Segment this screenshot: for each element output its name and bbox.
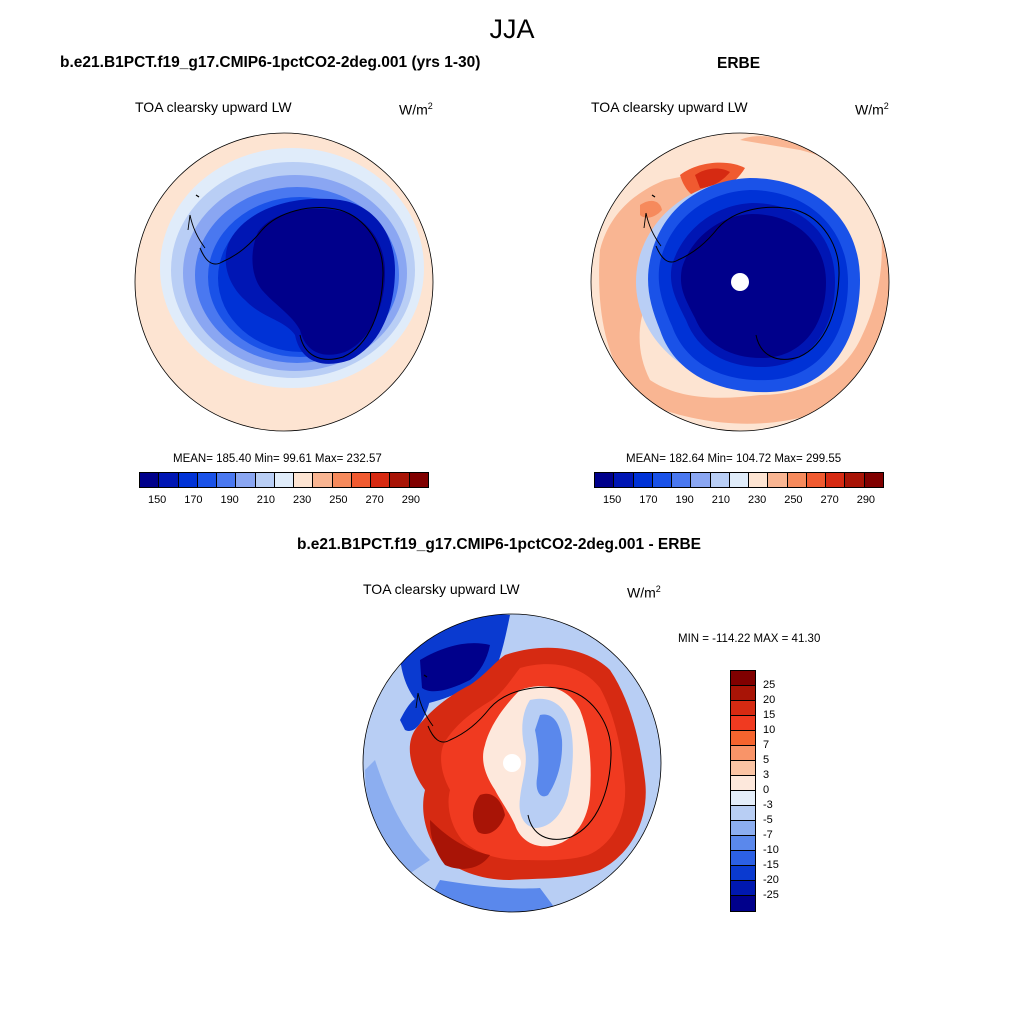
colorbar-tick-label: -15 — [763, 859, 779, 871]
colorbar-tick-label: 150 — [602, 494, 622, 506]
panel-model-colorbar — [139, 472, 429, 488]
colorbar-tick-label: -25 — [763, 889, 779, 901]
colorbar-cell — [217, 473, 237, 487]
colorbar-tick-label: 0 — [763, 784, 770, 796]
colorbar-tick-label: 170 — [184, 494, 203, 506]
colorbar-tick-label: 250 — [329, 494, 348, 506]
colorbar-cell — [768, 473, 788, 487]
colorbar-cell — [787, 473, 807, 487]
colorbar-cell — [731, 731, 755, 746]
colorbar-cell — [731, 791, 755, 806]
colorbar-cell — [731, 881, 755, 896]
colorbar-cell — [390, 473, 410, 487]
colorbar-cell — [731, 806, 755, 821]
panel-model-stats: MEAN= 185.40 Min= 99.61 Max= 232.57 — [173, 453, 382, 465]
colorbar-tick-label: 20 — [763, 694, 776, 706]
colorbar-tick-label: 230 — [292, 494, 312, 506]
panel-model-variable: TOA clearsky upward LW — [135, 99, 292, 115]
colorbar-cell — [351, 473, 372, 487]
colorbar-cell — [633, 473, 653, 487]
colorbar-tick-label: 7 — [763, 739, 770, 751]
colorbar-tick-label: -20 — [763, 874, 779, 886]
colorbar-cell — [371, 473, 391, 487]
colorbar-tick-label: -7 — [763, 829, 773, 841]
colorbar-tick-label: 190 — [220, 494, 239, 506]
panel-diff-variable: TOA clearsky upward LW — [363, 581, 520, 597]
panel-model-colorbar-ticks: 150 170 190 210 230 250 270 290 — [139, 494, 429, 508]
colorbar-tick-label: 270 — [820, 494, 839, 506]
colorbar-tick-label: 270 — [365, 494, 384, 506]
colorbar-tick-label: 5 — [763, 754, 770, 766]
panel-diff-stats: MIN = -114.22 MAX = 41.30 — [678, 633, 821, 645]
colorbar-cell — [197, 473, 218, 487]
panel-diff-colorbar — [730, 670, 756, 912]
colorbar-tick-label: 3 — [763, 769, 770, 781]
colorbar-cell — [731, 671, 755, 686]
colorbar-cell — [731, 701, 755, 716]
colorbar-cell — [749, 473, 769, 487]
panel-obs-colorbar — [594, 472, 884, 488]
colorbar-tick-label: 290 — [401, 494, 421, 506]
colorbar-cell — [710, 473, 730, 487]
colorbar-tick-label: 10 — [763, 724, 776, 736]
colorbar-cell — [731, 761, 755, 776]
colorbar-cell — [672, 473, 692, 487]
colorbar-tick-label: 290 — [856, 494, 876, 506]
colorbar-cell — [691, 473, 711, 487]
panel-diff-units: W/m2 — [627, 584, 661, 601]
colorbar-cell — [806, 473, 827, 487]
colorbar-cell — [332, 473, 352, 487]
colorbar-tick-label: 210 — [256, 494, 276, 506]
panel-obs-title: ERBE — [717, 55, 761, 72]
colorbar-cell — [864, 473, 883, 487]
colorbar-cell — [652, 473, 673, 487]
colorbar-tick-label: -10 — [763, 844, 779, 856]
colorbar-cell — [731, 896, 755, 911]
colorbar-tick-label: 230 — [747, 494, 767, 506]
colorbar-cell — [731, 851, 755, 866]
colorbar-cell — [731, 821, 755, 836]
panel-obs-variable: TOA clearsky upward LW — [591, 99, 748, 115]
colorbar-cell — [274, 473, 295, 487]
colorbar-cell — [140, 473, 160, 487]
panel-obs-units: W/m2 — [855, 101, 889, 118]
colorbar-tick-label: 15 — [763, 709, 776, 721]
colorbar-tick-label: 25 — [763, 679, 776, 691]
colorbar-cell — [731, 746, 755, 761]
colorbar-cell — [731, 866, 755, 881]
colorbar-cell — [159, 473, 179, 487]
colorbar-tick-label: 190 — [675, 494, 694, 506]
panel-obs-colorbar-ticks: 150 170 190 210 230 250 270 290 — [594, 494, 884, 508]
panel-obs-stats: MEAN= 182.64 Min= 104.72 Max= 299.55 — [626, 453, 842, 465]
panel-diff-colorbar-ticks: 25 20 15 10 7 5 3 0 -3 -5 -7 -10 -15 -20 -25 — [763, 670, 803, 910]
colorbar-tick-label: -3 — [763, 799, 773, 811]
colorbar-cell — [294, 473, 314, 487]
colorbar-cell — [409, 473, 428, 487]
panel-model-title: b.e21.B1PCT.f19_g17.CMIP6-1pctCO2-2deg.0… — [60, 54, 481, 71]
colorbar-cell — [313, 473, 333, 487]
colorbar-tick-label: -5 — [763, 814, 773, 826]
colorbar-cell — [255, 473, 275, 487]
colorbar-tick-label: 150 — [147, 494, 167, 506]
colorbar-cell — [614, 473, 634, 487]
colorbar-cell — [731, 776, 755, 791]
panel-model-units: W/m2 — [399, 101, 433, 118]
colorbar-cell — [731, 836, 755, 851]
colorbar-cell — [845, 473, 865, 487]
colorbar-tick-label: 250 — [784, 494, 803, 506]
colorbar-tick-label: 210 — [711, 494, 731, 506]
colorbar-cell — [236, 473, 256, 487]
colorbar-cell — [731, 716, 755, 731]
colorbar-cell — [731, 686, 755, 701]
colorbar-cell — [826, 473, 846, 487]
colorbar-cell — [729, 473, 750, 487]
colorbar-tick-label: 170 — [639, 494, 658, 506]
colorbar-cell — [595, 473, 615, 487]
panel-diff-title: b.e21.B1PCT.f19_g17.CMIP6-1pctCO2-2deg.0… — [297, 536, 701, 553]
season-title: JJA — [489, 14, 535, 44]
colorbar-cell — [178, 473, 198, 487]
